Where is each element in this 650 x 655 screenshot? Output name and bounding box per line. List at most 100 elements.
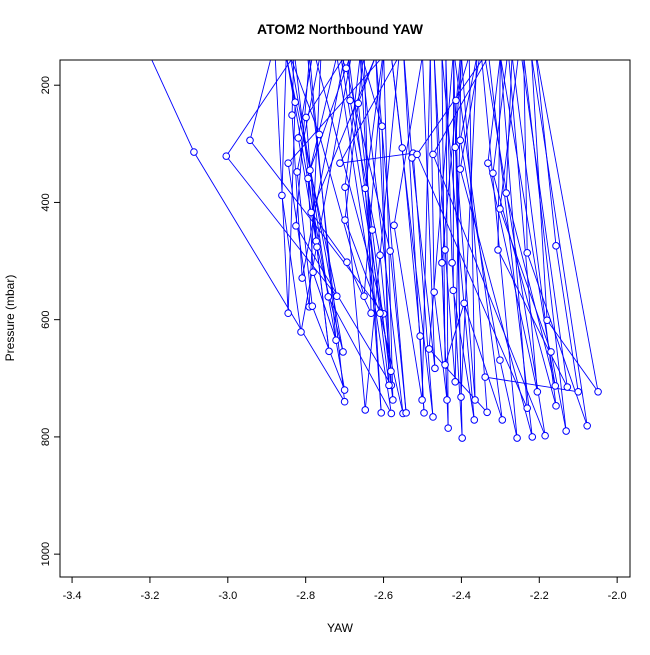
series-segment: [282, 56, 286, 196]
data-point: [450, 47, 457, 54]
data-point: [289, 112, 296, 119]
data-point: [333, 337, 340, 344]
data-point: [387, 248, 394, 255]
data-point: [369, 227, 376, 234]
data-point: [337, 53, 344, 60]
data-point: [342, 217, 349, 224]
data-point: [388, 368, 395, 375]
data-point: [316, 131, 323, 138]
series-segment: [527, 253, 587, 426]
data-point: [379, 123, 386, 130]
x-tick-label: -2.6: [374, 590, 393, 602]
plot-marks: [147, 35, 602, 441]
data-point: [299, 275, 306, 282]
data-point: [575, 388, 582, 395]
data-point: [372, 53, 379, 60]
data-point: [497, 53, 504, 60]
data-point: [292, 99, 299, 106]
data-point: [553, 243, 560, 250]
data-point: [303, 114, 310, 121]
y-tick-label: 800: [40, 428, 52, 446]
data-point: [361, 293, 368, 300]
data-point: [306, 53, 313, 60]
data-point: [357, 53, 364, 60]
chart-title: ATOM2 Northbound YAW: [257, 21, 424, 37]
data-point: [458, 53, 465, 60]
data-point: [344, 259, 351, 266]
data-point: [444, 397, 451, 404]
data-point: [452, 144, 459, 151]
data-point: [442, 247, 449, 254]
data-point: [223, 153, 230, 160]
data-point: [247, 137, 254, 144]
y-tick-label: 200: [40, 76, 52, 94]
series-segment: [500, 56, 555, 386]
data-point: [291, 47, 298, 54]
data-point: [458, 41, 465, 48]
data-point: [334, 53, 341, 60]
data-point: [372, 53, 379, 60]
data-point: [283, 53, 290, 60]
data-point: [368, 310, 375, 317]
series-segment: [347, 262, 371, 313]
series-segment: [298, 50, 313, 138]
data-point: [457, 137, 464, 144]
data-point: [314, 244, 321, 251]
series-segment: [488, 56, 500, 163]
data-point: [553, 403, 560, 410]
data-point: [449, 260, 456, 267]
data-point: [347, 97, 354, 104]
data-point: [517, 41, 524, 48]
data-point: [532, 47, 539, 54]
data-point: [426, 346, 433, 353]
data-point: [308, 209, 315, 216]
series-segment: [485, 377, 578, 392]
series-segment: [391, 56, 402, 148]
data-point: [388, 53, 395, 60]
data-point: [529, 434, 536, 441]
series-segment: [489, 56, 533, 437]
data-point: [388, 410, 395, 417]
data-point: [345, 53, 352, 60]
data-point: [391, 222, 398, 229]
data-point: [457, 166, 464, 173]
data-point: [544, 317, 551, 324]
data-point: [524, 250, 531, 257]
data-point: [343, 65, 350, 72]
data-point: [439, 53, 446, 60]
data-point: [474, 53, 481, 60]
data-point: [341, 398, 348, 405]
data-point: [285, 310, 292, 317]
series-segment: [340, 153, 413, 163]
data-point: [380, 53, 387, 60]
series-segment: [461, 56, 477, 397]
data-point: [341, 53, 348, 60]
series-segment: [275, 44, 289, 313]
data-point: [484, 409, 491, 416]
x-tick-label: -2.2: [530, 590, 549, 602]
data-point: [419, 397, 426, 404]
data-point: [310, 47, 317, 54]
data-point: [390, 397, 397, 404]
data-point: [362, 407, 369, 414]
data-point: [361, 47, 368, 54]
data-point: [548, 349, 555, 356]
data-point: [378, 410, 385, 417]
data-point: [341, 387, 348, 394]
x-tick-label: -2.4: [452, 590, 471, 602]
x-axis-label: YAW: [327, 621, 354, 635]
data-point: [357, 47, 364, 54]
data-point: [478, 47, 485, 54]
data-point: [326, 348, 333, 355]
data-point: [452, 379, 459, 386]
data-point: [524, 405, 531, 412]
data-point: [349, 47, 356, 54]
data-point: [503, 190, 510, 197]
series-segment: [403, 44, 412, 158]
data-point: [459, 435, 466, 442]
y-tick-label: 1000: [40, 542, 52, 566]
data-point: [450, 53, 457, 60]
data-point: [400, 41, 407, 48]
data-point: [191, 149, 198, 156]
